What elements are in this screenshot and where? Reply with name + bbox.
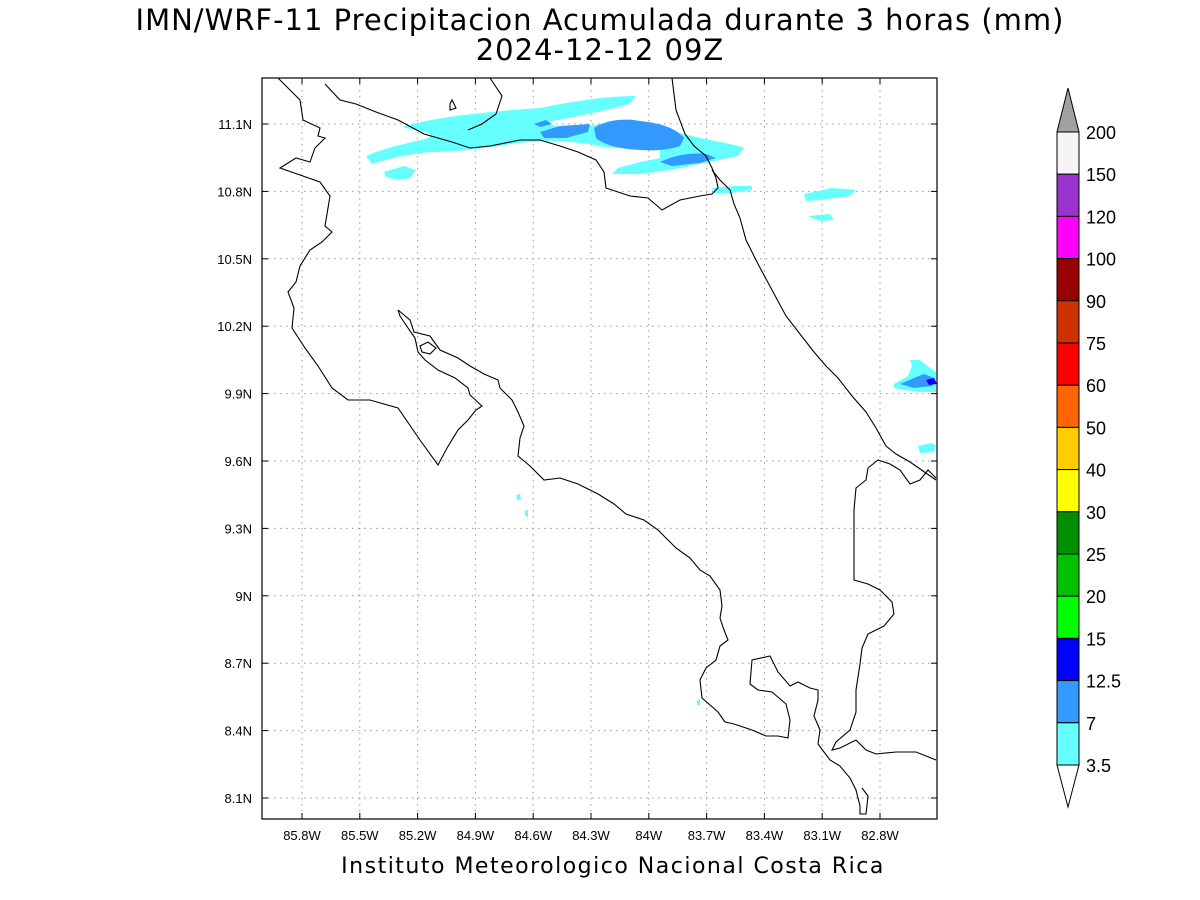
colorbar-label: 60 bbox=[1086, 376, 1106, 396]
colorbar-swatch bbox=[1056, 384, 1080, 428]
colorbar-swatch bbox=[1056, 426, 1080, 471]
colorbar-label: 120 bbox=[1086, 207, 1116, 227]
colorbar-label: 15 bbox=[1086, 629, 1106, 649]
colorbar-label: 75 bbox=[1086, 334, 1106, 354]
colorbar-swatch bbox=[1056, 595, 1080, 639]
colorbar-swatch bbox=[1056, 173, 1080, 217]
colorbar-swatch bbox=[1056, 300, 1080, 344]
coastlines bbox=[277, 77, 937, 815]
colorbar-swatch bbox=[1056, 553, 1080, 597]
colorbar-top-arrow bbox=[1056, 87, 1080, 133]
lon-label: 84.9W bbox=[457, 828, 495, 843]
colorbar-swatch bbox=[1056, 722, 1080, 766]
map-axes: 85.8W 85.5W 85.2W 84.9W 84.6W 84.3W 84W 83.7W 83… bbox=[217, 78, 937, 843]
precip-core-small bbox=[534, 120, 552, 127]
precipitation-areas bbox=[366, 96, 937, 705]
colorbar-swatch bbox=[1056, 637, 1080, 682]
lon-label: 83.4W bbox=[746, 828, 784, 843]
precip-core-northwest bbox=[540, 124, 590, 138]
colorbar-label: 90 bbox=[1086, 292, 1106, 312]
precip-dot-2 bbox=[525, 510, 528, 517]
lat-label: 9N bbox=[235, 589, 252, 604]
colorbar-label: 30 bbox=[1086, 503, 1106, 523]
colorbar-swatch bbox=[1056, 215, 1080, 260]
lat-label: 9.9N bbox=[225, 387, 252, 402]
gulf-of-nicoya bbox=[397, 309, 729, 723]
colorbar-label: 20 bbox=[1086, 587, 1106, 607]
colorbar-label: 200 bbox=[1086, 123, 1116, 143]
map-frame bbox=[261, 77, 938, 820]
lat-label: 11.1N bbox=[218, 117, 252, 132]
osa-peninsula bbox=[724, 655, 869, 815]
colorbar-label: 100 bbox=[1086, 250, 1116, 270]
lon-label: 84.3W bbox=[572, 828, 610, 843]
precip-max-east bbox=[926, 378, 937, 385]
precip-core-east bbox=[900, 374, 934, 388]
colorbar: 200 150 120 100 90 75 60 50 40 30 25 20 15 12.5 7 3.5 bbox=[1056, 87, 1121, 809]
precip-area-small bbox=[808, 214, 834, 221]
lon-label: 82.8W bbox=[861, 828, 899, 843]
colorbar-label: 40 bbox=[1086, 461, 1106, 481]
colorbar-label: 3.5 bbox=[1086, 756, 1111, 776]
precip-core-north bbox=[594, 119, 684, 151]
colorbar-bottom-arrow bbox=[1056, 764, 1080, 809]
lat-label: 10.8N bbox=[217, 184, 252, 199]
precip-core-east-north bbox=[660, 153, 716, 166]
lat-label: 9.6N bbox=[225, 454, 252, 469]
lon-label: 84W bbox=[635, 828, 662, 843]
lon-label: 85.8W bbox=[283, 828, 321, 843]
lat-label: 10.5N bbox=[217, 252, 252, 267]
lon-label: 84.6W bbox=[514, 828, 552, 843]
lon-label: 85.2W bbox=[399, 828, 437, 843]
colorbar-label: 150 bbox=[1086, 165, 1116, 185]
colorbar-swatch bbox=[1056, 342, 1080, 386]
colorbar-swatch bbox=[1056, 469, 1080, 513]
panama-border bbox=[830, 459, 937, 761]
colorbar-swatch bbox=[1056, 680, 1080, 724]
colorbar-label: 12.5 bbox=[1086, 672, 1121, 692]
precip-area-caribbean-north bbox=[804, 188, 856, 201]
precip-area-northwest bbox=[384, 166, 416, 180]
colorbar-swatch bbox=[1056, 258, 1080, 302]
caribbean-coast bbox=[711, 169, 937, 481]
lat-label: 8.4N bbox=[225, 724, 252, 739]
credit-text: Instituto Meteorologico Nacional Costa R… bbox=[341, 854, 885, 879]
lat-label: 10.2N bbox=[217, 319, 252, 334]
nicaragua-coast bbox=[277, 77, 483, 467]
precip-dot-3 bbox=[697, 700, 700, 705]
lat-label: 8.7N bbox=[225, 656, 252, 671]
lon-label: 83.7W bbox=[688, 828, 726, 843]
colorbar-swatch bbox=[1056, 511, 1080, 555]
grid-lines bbox=[262, 78, 937, 819]
north-border bbox=[324, 77, 719, 211]
map-title: IMN/WRF-11 Precipitacion Acumulada duran… bbox=[135, 3, 1065, 37]
lake-inlet bbox=[467, 77, 503, 131]
lon-label: 85.5W bbox=[341, 828, 379, 843]
chira-island bbox=[419, 341, 437, 355]
lat-label: 9.3N bbox=[225, 521, 252, 536]
colorbar-label: 50 bbox=[1086, 418, 1106, 438]
precip-dot-1 bbox=[516, 494, 521, 500]
colorbar-label: 7 bbox=[1086, 714, 1096, 734]
precip-area-border bbox=[712, 186, 752, 193]
colorbar-swatch bbox=[1056, 131, 1080, 175]
lat-label: 8.1N bbox=[225, 791, 252, 806]
colorbar-label: 25 bbox=[1086, 545, 1106, 565]
map-datetime: 2024-12-12 09Z bbox=[475, 33, 725, 67]
precip-area-east-small bbox=[918, 443, 936, 453]
small-island bbox=[449, 98, 457, 111]
lon-label: 83.1W bbox=[803, 828, 841, 843]
